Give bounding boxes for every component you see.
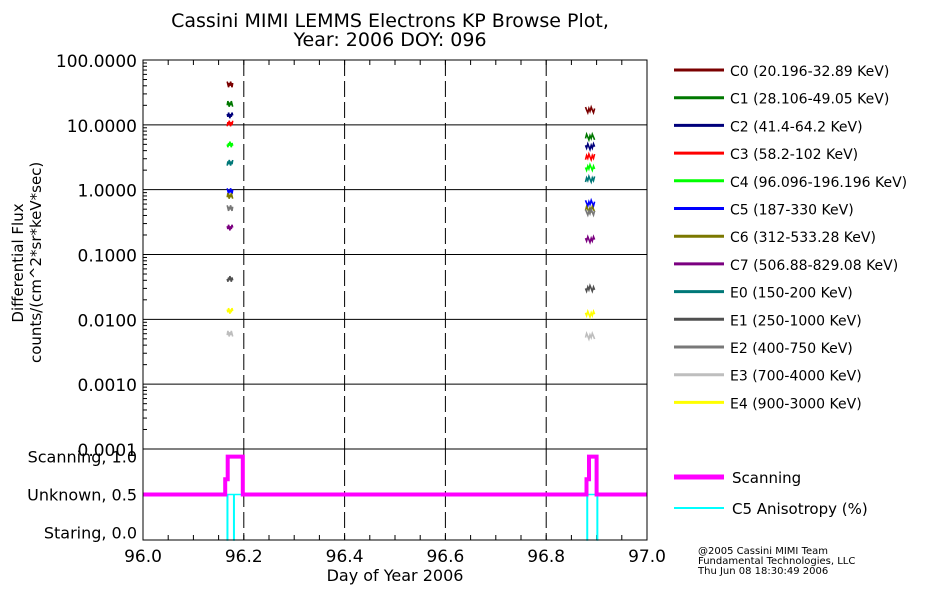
legend-label: E1 (250-1000 KeV) (730, 313, 862, 329)
data-trace (226, 100, 234, 107)
lower-y-tick-label: Staring, 0.0 (44, 523, 137, 542)
legend-label: C6 (312-533.28 KeV) (730, 230, 876, 246)
x-tick-label: 96.0 (124, 547, 162, 567)
lower-y-tick-label: Scanning, 1.0 (28, 448, 137, 467)
data-trace (226, 141, 234, 148)
data-trace (584, 206, 596, 218)
scanning-trace (143, 454, 647, 497)
legend-label: C1 (28.106-49.05 KeV) (730, 92, 889, 108)
data-trace (584, 283, 596, 294)
data-trace (226, 224, 234, 231)
data-trace (584, 104, 596, 116)
legend-label: E3 (700-4000 KeV) (730, 369, 862, 385)
data-trace (584, 203, 596, 215)
y-tick-label: 10.0000 (67, 117, 137, 137)
x-tick-label: 96.8 (527, 547, 565, 567)
legend-label: C0 (20.196-32.89 KeV) (730, 64, 889, 80)
data-trace (584, 173, 596, 185)
legend-label: C5 Anisotropy (%) (732, 500, 868, 518)
data-trace (226, 192, 234, 199)
x-tick-label: 96.2 (225, 547, 263, 567)
data-trace (584, 197, 596, 209)
lower-panel-frame (142, 448, 648, 541)
legend-label: E0 (150-200 KeV) (730, 286, 853, 302)
data-trace (226, 205, 234, 212)
y-tick-label: 1.0000 (78, 182, 137, 202)
legend-label: C5 (187-330 KeV) (730, 203, 854, 219)
data-trace (584, 162, 596, 173)
legend-label: C2 (41.4-64.2 KeV) (730, 119, 863, 135)
legend-label: Scanning (732, 469, 801, 487)
lower-y-tick-label: Unknown, 0.5 (27, 486, 137, 505)
legend-label: E2 (400-750 KeV) (730, 341, 853, 357)
data-trace (584, 234, 596, 245)
y-tick-label: 0.0010 (78, 376, 137, 396)
data-trace (226, 120, 234, 127)
data-trace (226, 159, 234, 166)
x-tick-label: 96.4 (326, 547, 364, 567)
y-tick-label: 0.0001 (78, 441, 137, 461)
legend-label: C7 (506.88-829.08 KeV) (730, 258, 898, 274)
x-axis-label: Day of Year 2006 (326, 566, 464, 585)
data-trace (226, 307, 234, 314)
credit-line-1: @2005 Cassini MIMI Team (698, 546, 828, 557)
data-trace (226, 112, 234, 119)
data-trace (584, 151, 596, 163)
y-tick-label: 0.1000 (78, 247, 137, 267)
x-tick-label: 97.0 (628, 547, 666, 567)
chart-title: Cassini MIMI LEMMS Electrons KP Browse P… (171, 10, 609, 32)
y-tick-label: 100.0000 (56, 52, 137, 72)
data-trace (584, 308, 596, 320)
credit-line-3: Thu Jun 08 18:30:49 2006 (698, 566, 829, 577)
chart-subtitle: Year: 2006 DOY: 096 (293, 29, 487, 51)
anisotropy-trace (226, 493, 599, 541)
data-trace (226, 330, 234, 337)
credit-line-2: Fundamental Technologies, LLC (698, 556, 856, 567)
data-trace (226, 275, 234, 282)
data-trace (226, 81, 234, 88)
data-trace (584, 131, 596, 143)
data-trace (584, 330, 596, 342)
x-tick-label: 96.6 (426, 547, 464, 567)
legend-label: C4 (96.096-196.196 KeV) (730, 175, 907, 191)
data-trace (584, 141, 596, 152)
legend-label: E4 (900-3000 KeV) (730, 396, 862, 412)
legend-label: C3 (58.2-102 KeV) (730, 147, 858, 163)
y-tick-label: 0.0100 (78, 311, 137, 331)
